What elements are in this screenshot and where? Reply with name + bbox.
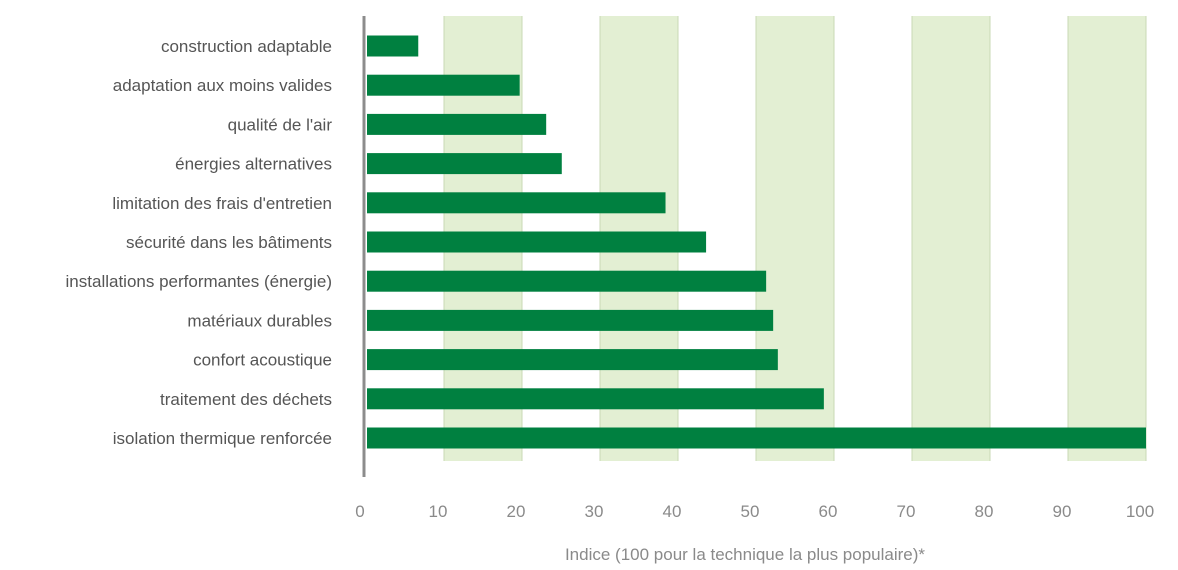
x-tick-label-7: 70: [897, 502, 916, 521]
x-tick-label-2: 20: [507, 502, 526, 521]
category-label-2: qualité de l'air: [228, 115, 333, 134]
category-labels: construction adaptable adaptation aux moi…: [66, 37, 333, 448]
shaded-band-4: [1068, 16, 1146, 461]
bar-10: [367, 427, 1146, 449]
category-label-0: construction adaptable: [161, 37, 332, 56]
bar-0: [367, 35, 419, 57]
x-tick-label-6: 60: [819, 502, 838, 521]
category-label-9: traitement des déchets: [160, 390, 332, 409]
x-tick-label-1: 10: [429, 502, 448, 521]
category-label-6: installations performantes (énergie): [66, 272, 332, 291]
bar-8: [367, 349, 778, 371]
bar-2: [367, 113, 547, 135]
shaded-band-2: [756, 16, 834, 461]
x-tick-label-8: 80: [975, 502, 994, 521]
x-tick-label-3: 30: [585, 502, 604, 521]
x-tick-label-9: 90: [1053, 502, 1072, 521]
bar-7: [367, 309, 774, 331]
x-tick-label-10: 100: [1126, 502, 1154, 521]
category-label-7: matériaux durables: [187, 311, 332, 330]
x-tick-label-4: 40: [663, 502, 682, 521]
bar-5: [367, 231, 707, 253]
bar-6: [367, 270, 767, 292]
x-tick-label-0: 0: [355, 502, 364, 521]
x-tick-label-5: 50: [741, 502, 760, 521]
shaded-band-3: [912, 16, 990, 461]
x-tick-labels: 0 10 20 30 40 50 60 70 80 90 100: [355, 502, 1154, 521]
category-label-5: sécurité dans les bâtiments: [126, 233, 332, 252]
bars: [367, 35, 1146, 449]
x-axis-title: Indice (100 pour la technique la plus po…: [565, 545, 925, 564]
shaded-bands: [443, 16, 1147, 461]
category-label-3: énergies alternatives: [175, 155, 332, 174]
category-label-8: confort acoustique: [193, 351, 332, 370]
category-label-4: limitation des frais d'entretien: [112, 194, 332, 213]
bar-4: [367, 192, 666, 214]
category-label-1: adaptation aux moins valides: [113, 76, 332, 95]
bar-9: [367, 388, 824, 410]
category-label-10: isolation thermique renforcée: [113, 429, 332, 448]
bar-1: [367, 74, 520, 96]
bar-3: [367, 153, 562, 175]
